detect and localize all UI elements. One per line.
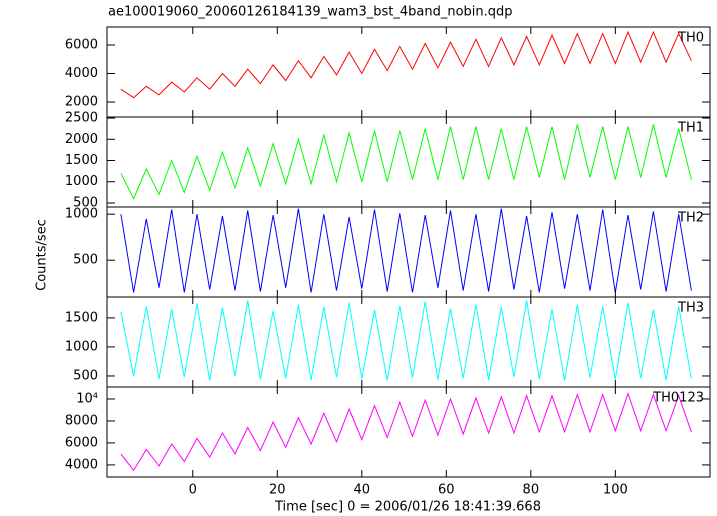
x-tick-label: 100 <box>603 483 628 498</box>
y-tick-label: 2000 <box>65 132 98 147</box>
series-line <box>120 300 692 381</box>
y-tick-label: 1000 <box>65 339 98 354</box>
y-tick-label: 2500 <box>65 111 98 126</box>
panel-label: TH0 <box>677 31 704 46</box>
x-tick-label: 20 <box>269 483 286 498</box>
panel-frame <box>106 206 711 298</box>
y-tick-label: 500 <box>73 368 98 383</box>
y-tick-label: 4000 <box>65 457 98 472</box>
panel-frame <box>106 296 711 388</box>
x-tick-label: 0 <box>189 483 197 498</box>
chart-title: ae100019060_20060126184139_wam3_bst_4ban… <box>108 5 513 20</box>
series-line <box>120 30 692 99</box>
y-tick-label: 6000 <box>65 435 98 450</box>
panel-frame <box>106 386 711 478</box>
y-tick-label: 500 <box>73 195 98 210</box>
y-axis-label: Counts/sec <box>35 219 50 291</box>
y-tick-label: 1000 <box>65 207 98 222</box>
y-tick-label: 2000 <box>65 95 98 110</box>
x-tick-label: 80 <box>523 483 540 498</box>
y-tick-label: 1000 <box>65 174 98 189</box>
x-tick-label: 60 <box>438 483 455 498</box>
panel-label: TH0123 <box>652 391 704 406</box>
series-line <box>120 124 692 200</box>
panel-label: TH3 <box>677 301 704 316</box>
x-tick-label: 40 <box>354 483 371 498</box>
x-axis-label: Time [sec] 0 = 2006/01/26 18:41:39.668 <box>274 500 541 515</box>
y-tick-label: 500 <box>73 253 98 268</box>
series-line <box>120 391 692 472</box>
y-tick-label: 1500 <box>65 153 98 168</box>
panel-label: TH2 <box>677 211 704 226</box>
panel-label: TH1 <box>677 121 704 136</box>
y-tick-label: 10⁴ <box>76 391 98 406</box>
y-tick-label: 8000 <box>65 413 98 428</box>
y-tick-label: 4000 <box>65 66 98 81</box>
panel-frame <box>106 26 711 118</box>
series-line <box>120 208 692 293</box>
y-tick-label: 6000 <box>65 37 98 52</box>
y-tick-label: 1500 <box>65 310 98 325</box>
